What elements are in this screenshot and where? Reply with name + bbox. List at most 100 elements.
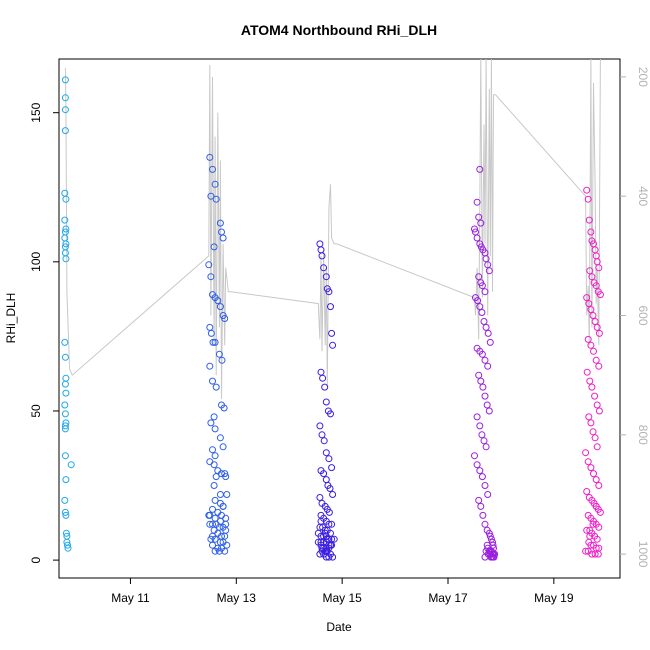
data-point <box>210 243 218 251</box>
data-point <box>61 338 69 346</box>
data-point <box>216 303 224 311</box>
data-point <box>62 374 70 382</box>
y-tick-label: 150 <box>29 102 43 122</box>
data-point <box>477 219 485 227</box>
data-point <box>476 165 484 173</box>
data-point <box>473 413 481 421</box>
data-point <box>318 431 326 439</box>
data-point <box>589 520 597 528</box>
data-point <box>61 508 69 516</box>
data-point <box>215 350 223 358</box>
data-point <box>61 401 69 409</box>
data-point <box>473 198 481 206</box>
y-tick-label: 100 <box>29 251 43 271</box>
x-tick-label: May 17 <box>428 591 468 605</box>
data-point <box>316 240 324 248</box>
data-point <box>583 488 591 495</box>
data-point <box>209 505 216 513</box>
data-point <box>62 225 70 233</box>
data-point <box>209 446 216 454</box>
data-point <box>325 508 333 516</box>
data-point <box>592 502 600 510</box>
data-point <box>329 341 337 349</box>
data-point <box>62 240 70 248</box>
data-point <box>584 335 592 343</box>
data-point <box>329 491 337 498</box>
data-point <box>479 383 487 391</box>
data-point <box>223 491 231 498</box>
data-point <box>476 467 484 475</box>
data-point <box>583 186 591 194</box>
data-point <box>317 517 325 525</box>
data-point <box>61 94 69 102</box>
data-point <box>485 267 493 275</box>
data-point <box>221 547 229 555</box>
data-point <box>325 455 333 463</box>
y-tick-label: 0 <box>29 556 43 563</box>
data-point <box>325 288 333 296</box>
data-point <box>484 491 492 498</box>
data-point <box>212 195 220 203</box>
data-point <box>62 476 70 484</box>
data-point <box>327 541 334 549</box>
data-point <box>222 473 230 481</box>
data-point <box>585 216 593 224</box>
pressure-line <box>64 59 601 400</box>
data-point <box>588 273 596 281</box>
data-point <box>483 401 491 409</box>
data-point <box>481 356 489 364</box>
data-point <box>584 195 592 203</box>
data-point <box>61 422 69 430</box>
data-point <box>593 323 601 331</box>
data-point <box>587 419 595 427</box>
data-point <box>210 482 218 489</box>
data-point <box>478 309 486 316</box>
data-point <box>473 461 481 469</box>
data-point <box>322 449 330 457</box>
data-point <box>583 294 591 302</box>
data-point <box>322 398 330 406</box>
data-point <box>595 482 603 489</box>
data-point <box>479 511 487 519</box>
data-point <box>61 189 69 197</box>
data-point <box>64 541 71 549</box>
data-point <box>478 473 486 481</box>
y2-tick-label: 1000 <box>636 541 650 568</box>
data-point <box>483 541 491 549</box>
data-point <box>475 273 483 281</box>
data-point <box>486 532 494 540</box>
data-point <box>587 341 595 349</box>
data-point <box>62 255 70 263</box>
data-point <box>473 234 481 242</box>
chart-title: ATOM4 Northbound RHi_DLH <box>241 22 437 38</box>
data-point <box>209 532 216 540</box>
data-point <box>61 76 69 84</box>
data-point <box>481 392 489 400</box>
data-point <box>589 312 597 319</box>
data-point <box>61 410 69 418</box>
data-point <box>62 511 70 519</box>
data-point <box>319 374 327 382</box>
data-point <box>67 461 75 469</box>
data-point <box>320 470 328 478</box>
data-point <box>64 544 72 552</box>
data-point <box>583 526 591 534</box>
data-point <box>211 338 219 346</box>
data-point <box>586 532 594 540</box>
data-point <box>218 356 226 364</box>
data-point <box>596 508 604 516</box>
data-point <box>209 377 216 385</box>
data-point <box>590 347 597 355</box>
data-point <box>591 434 599 442</box>
data-point <box>327 303 334 311</box>
data-point <box>485 529 493 537</box>
data-point <box>320 437 328 445</box>
data-point <box>216 219 224 227</box>
data-point <box>595 523 603 531</box>
data-point <box>588 383 596 391</box>
x-tick-label: May 19 <box>534 591 574 605</box>
data-point <box>205 261 213 269</box>
data-point <box>480 437 488 445</box>
data-point <box>218 228 225 236</box>
data-point <box>321 383 329 391</box>
